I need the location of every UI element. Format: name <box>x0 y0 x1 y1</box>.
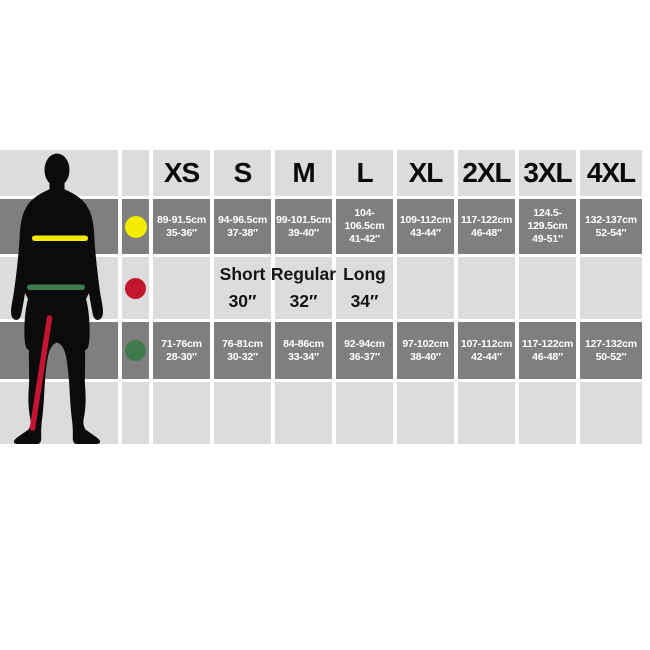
empty-bottom-row <box>122 382 642 444</box>
chest-cell-m: 99-101.5cm 39-40″ <box>275 199 332 254</box>
size-header-3xl: 3XL <box>523 157 572 188</box>
leg-cell-m: Regular 32″ <box>271 257 336 319</box>
empty-cell <box>397 382 454 444</box>
chest-cell-3xl: 124.5-129.5cm 49-51″ <box>519 199 576 254</box>
waist-row: 71-76cm 28-30″ 76-81cm 30-32″ 84-86cm 33… <box>122 322 642 379</box>
empty-cell <box>153 382 210 444</box>
green-dot-icon <box>125 340 146 361</box>
chest-cell-4xl: 132-137cm 52-54″ <box>580 199 642 254</box>
chest-cell-xs: 89-91.5cm 35-36″ <box>153 199 210 254</box>
waist-cell-l: 92-94cm 36-37″ <box>336 322 393 379</box>
waist-cell-xl: 97-102cm 38-40″ <box>397 322 454 379</box>
chest-cell-2xl: 117-122cm 46-48″ <box>458 199 515 254</box>
inside-leg-measure-line <box>29 315 53 431</box>
chest-cell-l: 104-106.5cm 41-42″ <box>336 199 393 254</box>
size-header-row: XS S M L XL 2XL 3XL 4XL <box>122 150 642 196</box>
waist-cell-xs: 71-76cm 28-30″ <box>153 322 210 379</box>
waist-cell-3xl: 117-122cm 46-48″ <box>519 322 576 379</box>
inside-leg-row: Short 30″ Regular 32″ Long 34″ <box>122 257 642 319</box>
red-dot-icon <box>125 277 146 299</box>
leg-cell-xl <box>397 257 454 319</box>
waist-cell-s: 76-81cm 30-32″ <box>214 322 271 379</box>
waist-cell-m: 84-86cm 33-34″ <box>275 322 332 379</box>
waist-cell-4xl: 127-132cm 50-52″ <box>580 322 642 379</box>
leg-cell-xs <box>153 257 210 319</box>
waist-measure-line <box>27 284 85 290</box>
chest-cell-xl: 109-112cm 43-44″ <box>397 199 454 254</box>
leg-cell-l: Long 34″ <box>336 257 393 319</box>
size-header-s: S <box>233 157 253 188</box>
empty-cell <box>122 382 149 444</box>
empty-cell <box>580 382 642 444</box>
figure-column <box>0 150 118 444</box>
leg-cell-3xl <box>519 257 576 319</box>
inside-leg-dot-cell <box>122 257 149 319</box>
size-header-xs: XS <box>163 157 200 188</box>
dot-column-header <box>122 150 149 196</box>
leg-cell-2xl <box>458 257 515 319</box>
size-table: XS S M L XL 2XL 3XL 4XL 89-91.5cm 35-36″… <box>122 150 642 447</box>
chest-cell-s: 94-96.5cm 37-38″ <box>214 199 271 254</box>
mannequin-silhouette <box>11 153 103 444</box>
body-silhouette <box>11 187 103 444</box>
empty-cell <box>519 382 576 444</box>
size-header-m: M <box>292 157 315 188</box>
waist-dot-cell <box>122 322 149 379</box>
figure-band-light-3 <box>0 382 118 444</box>
size-header-4xl: 4XL <box>586 157 636 188</box>
leg-cell-4xl <box>580 257 642 319</box>
yellow-dot-icon <box>124 215 147 238</box>
chest-measure-line <box>32 235 88 241</box>
size-header-2xl: 2XL <box>462 157 511 188</box>
chest-row: 89-91.5cm 35-36″ 94-96.5cm 37-38″ 99-101… <box>122 199 642 254</box>
empty-cell <box>275 382 332 444</box>
size-header-l: L <box>356 157 373 188</box>
empty-cell <box>336 382 393 444</box>
leg-cell-s: Short 30″ <box>214 257 271 319</box>
chest-dot-cell <box>122 199 149 254</box>
waist-cell-2xl: 107-112cm 42-44″ <box>458 322 515 379</box>
empty-cell <box>214 382 271 444</box>
size-header-xl: XL <box>408 157 444 188</box>
empty-cell <box>458 382 515 444</box>
